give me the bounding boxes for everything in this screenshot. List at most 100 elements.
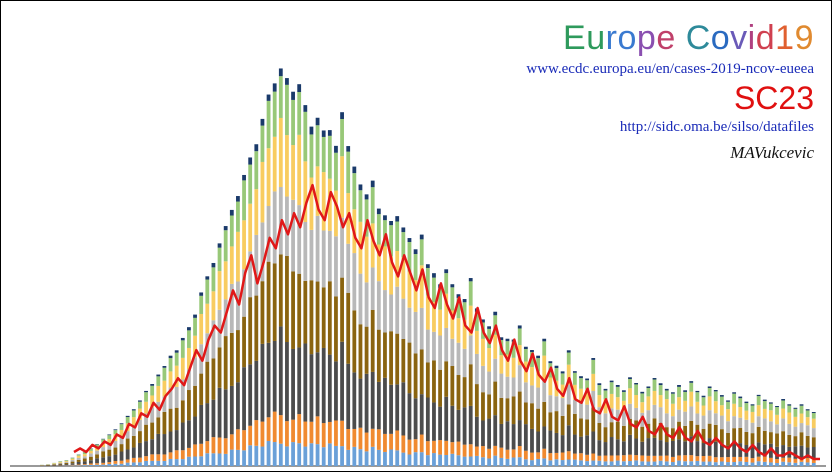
bar — [52, 462, 57, 466]
bar-segment — [450, 338, 455, 367]
bar — [689, 381, 694, 466]
bar-segment — [536, 452, 540, 459]
bar-segment — [468, 305, 473, 336]
bar-segment — [119, 463, 124, 466]
bar-segment — [407, 439, 412, 455]
bar — [266, 94, 271, 466]
bar-segment — [315, 117, 320, 126]
bar — [511, 339, 516, 466]
bar-segment — [432, 277, 436, 303]
bar-segment — [462, 456, 467, 466]
bar-segment — [70, 460, 75, 462]
bar-segment — [511, 357, 516, 378]
bar — [260, 118, 265, 466]
bar-segment — [646, 461, 651, 466]
bar-segment — [340, 341, 344, 421]
bar-segment — [193, 416, 197, 445]
bar-segment — [603, 442, 608, 456]
bar-segment — [150, 384, 155, 386]
bar-segment — [572, 371, 577, 373]
bar-segment — [321, 447, 326, 466]
bar-segment — [572, 399, 577, 414]
bar-segment — [474, 330, 479, 354]
bar-segment — [462, 302, 467, 320]
bar-segment — [285, 255, 289, 342]
bar-segment — [150, 454, 155, 461]
bar-segment — [156, 385, 161, 402]
bar-segment — [799, 405, 804, 414]
bar-segment — [321, 230, 326, 288]
bar-segment — [707, 396, 712, 411]
bar-segment — [70, 458, 75, 461]
bar-segment — [260, 446, 265, 466]
bar-segment — [744, 456, 749, 462]
bar — [756, 394, 761, 466]
bar-segment — [695, 390, 700, 393]
bar-segment — [150, 395, 155, 408]
bar-segment — [799, 423, 804, 433]
bar-segment — [174, 450, 179, 460]
bar-segment — [517, 420, 522, 447]
bar — [89, 448, 93, 466]
bar — [566, 350, 571, 466]
bar-segment — [566, 425, 571, 452]
bar-segment — [389, 221, 393, 226]
bar-segment — [781, 457, 786, 462]
bar — [701, 395, 706, 466]
bar — [517, 325, 522, 466]
bar-segment — [530, 452, 534, 461]
bar-segment — [664, 399, 669, 414]
bar-segment — [517, 457, 522, 466]
bar-segment — [376, 214, 381, 245]
bar-segment — [597, 383, 602, 386]
bar-segment — [444, 269, 449, 274]
bar-segment — [291, 348, 295, 420]
source-url: www.ecdc.europa.eu/en/cases-2019-ncov-eu… — [526, 61, 814, 77]
bar-segment — [566, 404, 571, 426]
bar-segment — [695, 456, 700, 461]
bar-segment — [713, 391, 718, 402]
bar-segment — [383, 377, 387, 434]
bar — [395, 216, 400, 466]
bar-segment — [199, 373, 204, 405]
bar-segment — [542, 341, 547, 356]
bar-segment — [58, 461, 63, 463]
bar-segment — [346, 243, 351, 293]
bar-segment — [456, 375, 461, 410]
bar-segment — [119, 460, 124, 464]
bar-segment — [787, 462, 792, 466]
bar-segment — [701, 428, 706, 444]
bar-segment — [768, 462, 773, 466]
bar-segment — [615, 455, 620, 461]
bar-segment — [217, 271, 222, 310]
bar-segment — [389, 449, 393, 466]
bar-segment — [407, 342, 412, 394]
bar-segment — [138, 431, 142, 443]
bar — [664, 388, 669, 466]
bar-segment — [811, 437, 816, 448]
bar-segment — [242, 174, 246, 181]
bar-segment — [248, 425, 253, 446]
bar-segment — [113, 430, 118, 435]
bar-segment — [744, 410, 749, 420]
bar-segment — [634, 460, 639, 466]
bar-segment — [144, 456, 148, 461]
bar-segment — [548, 377, 553, 396]
bar-segment — [303, 421, 308, 447]
bar-segment — [664, 413, 669, 428]
bar-segment — [223, 438, 228, 454]
bar-segment — [248, 164, 253, 204]
bar-segment — [309, 126, 314, 135]
bar — [285, 78, 289, 466]
bar-segment — [566, 350, 571, 353]
bar-segment — [119, 424, 124, 430]
bar-segment — [738, 461, 743, 466]
bar-segment — [438, 309, 442, 336]
bar — [223, 226, 228, 466]
bar-segment — [401, 452, 406, 466]
bar-segment — [499, 373, 504, 398]
bar-segment — [425, 362, 430, 398]
bar-segment — [634, 420, 639, 439]
bar-segment — [585, 461, 590, 466]
bar-segment — [168, 371, 173, 388]
